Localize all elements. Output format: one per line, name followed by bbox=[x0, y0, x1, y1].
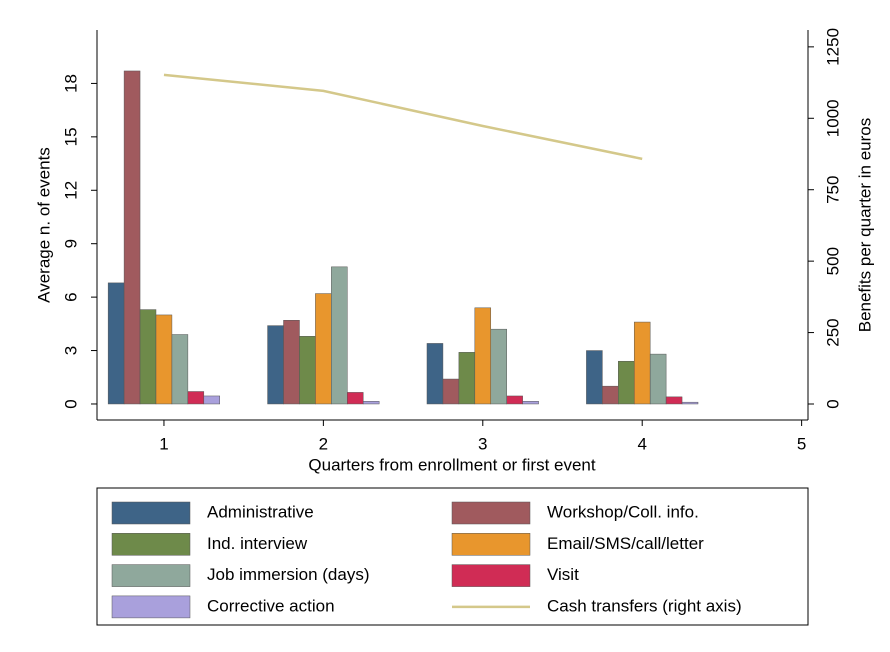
x-tick-label: 1 bbox=[159, 434, 168, 453]
bar bbox=[618, 360, 635, 405]
x-tick-label: 5 bbox=[797, 434, 806, 453]
y2-tick-label: 1000 bbox=[823, 99, 842, 137]
y2-tick-label: 750 bbox=[823, 176, 842, 204]
legend-swatch bbox=[111, 533, 191, 556]
bar bbox=[107, 282, 125, 405]
legend-label: Cash transfers (right axis) bbox=[547, 596, 742, 615]
bar bbox=[123, 70, 141, 405]
legend-label: Ind. interview bbox=[207, 534, 308, 553]
legend-swatch bbox=[111, 564, 191, 587]
bar bbox=[347, 392, 364, 405]
bar bbox=[506, 395, 523, 405]
y-tick-label: 9 bbox=[61, 239, 80, 248]
bar bbox=[681, 401, 699, 405]
legend-swatch bbox=[111, 501, 191, 525]
bar bbox=[299, 336, 316, 405]
bar bbox=[155, 314, 173, 405]
bar bbox=[602, 385, 619, 405]
bar bbox=[315, 293, 332, 405]
bar bbox=[649, 353, 667, 405]
y2-tick-label: 250 bbox=[823, 318, 842, 346]
y-tick-label: 15 bbox=[61, 127, 80, 146]
y2-tick-label: 0 bbox=[823, 399, 842, 408]
legend-swatch bbox=[451, 533, 531, 556]
y-tick-label: 6 bbox=[61, 292, 80, 301]
legend-swatch bbox=[111, 595, 191, 619]
bar bbox=[442, 378, 460, 405]
y-tick-label: 0 bbox=[61, 399, 80, 408]
bar bbox=[458, 352, 476, 405]
bar bbox=[362, 401, 380, 405]
y2-tick-label: 500 bbox=[823, 247, 842, 275]
bar bbox=[187, 391, 205, 405]
bar bbox=[474, 307, 492, 405]
bar bbox=[522, 401, 539, 405]
x-tick-label: 4 bbox=[637, 434, 646, 453]
y-tick-label: 3 bbox=[61, 346, 80, 355]
legend-label: Visit bbox=[547, 565, 579, 584]
bar bbox=[283, 320, 300, 405]
line bbox=[163, 73, 643, 161]
legend-label: Email/SMS/call/letter bbox=[547, 534, 704, 553]
bar bbox=[490, 328, 507, 405]
y-tick-label: 18 bbox=[61, 74, 80, 93]
y-axis-title: Average n. of events bbox=[34, 147, 53, 303]
x-tick-label: 2 bbox=[319, 434, 328, 453]
bar bbox=[267, 325, 284, 405]
bar bbox=[426, 343, 444, 405]
legend-label: Corrective action bbox=[207, 596, 335, 615]
plot-area bbox=[97, 30, 808, 420]
bar bbox=[586, 350, 603, 405]
legend-label: Administrative bbox=[207, 502, 314, 521]
x-axis-title: Quarters from enrollment or first event bbox=[308, 455, 595, 474]
y2-tick-label: 1250 bbox=[823, 28, 842, 66]
legend-label: Workshop/Coll. info. bbox=[547, 502, 699, 521]
bar bbox=[331, 266, 348, 405]
y2-axis-title: Benefits per quarter in euros bbox=[855, 118, 874, 333]
y-tick-label: 12 bbox=[61, 181, 80, 200]
bar bbox=[171, 334, 189, 405]
legend-label: Job immersion (days) bbox=[207, 565, 370, 584]
bar bbox=[139, 309, 157, 405]
bar bbox=[665, 396, 683, 405]
bar bbox=[203, 395, 221, 405]
legend-swatch bbox=[451, 501, 531, 525]
bar bbox=[633, 321, 651, 405]
legend-swatch bbox=[451, 564, 531, 587]
x-tick-label: 3 bbox=[478, 434, 487, 453]
